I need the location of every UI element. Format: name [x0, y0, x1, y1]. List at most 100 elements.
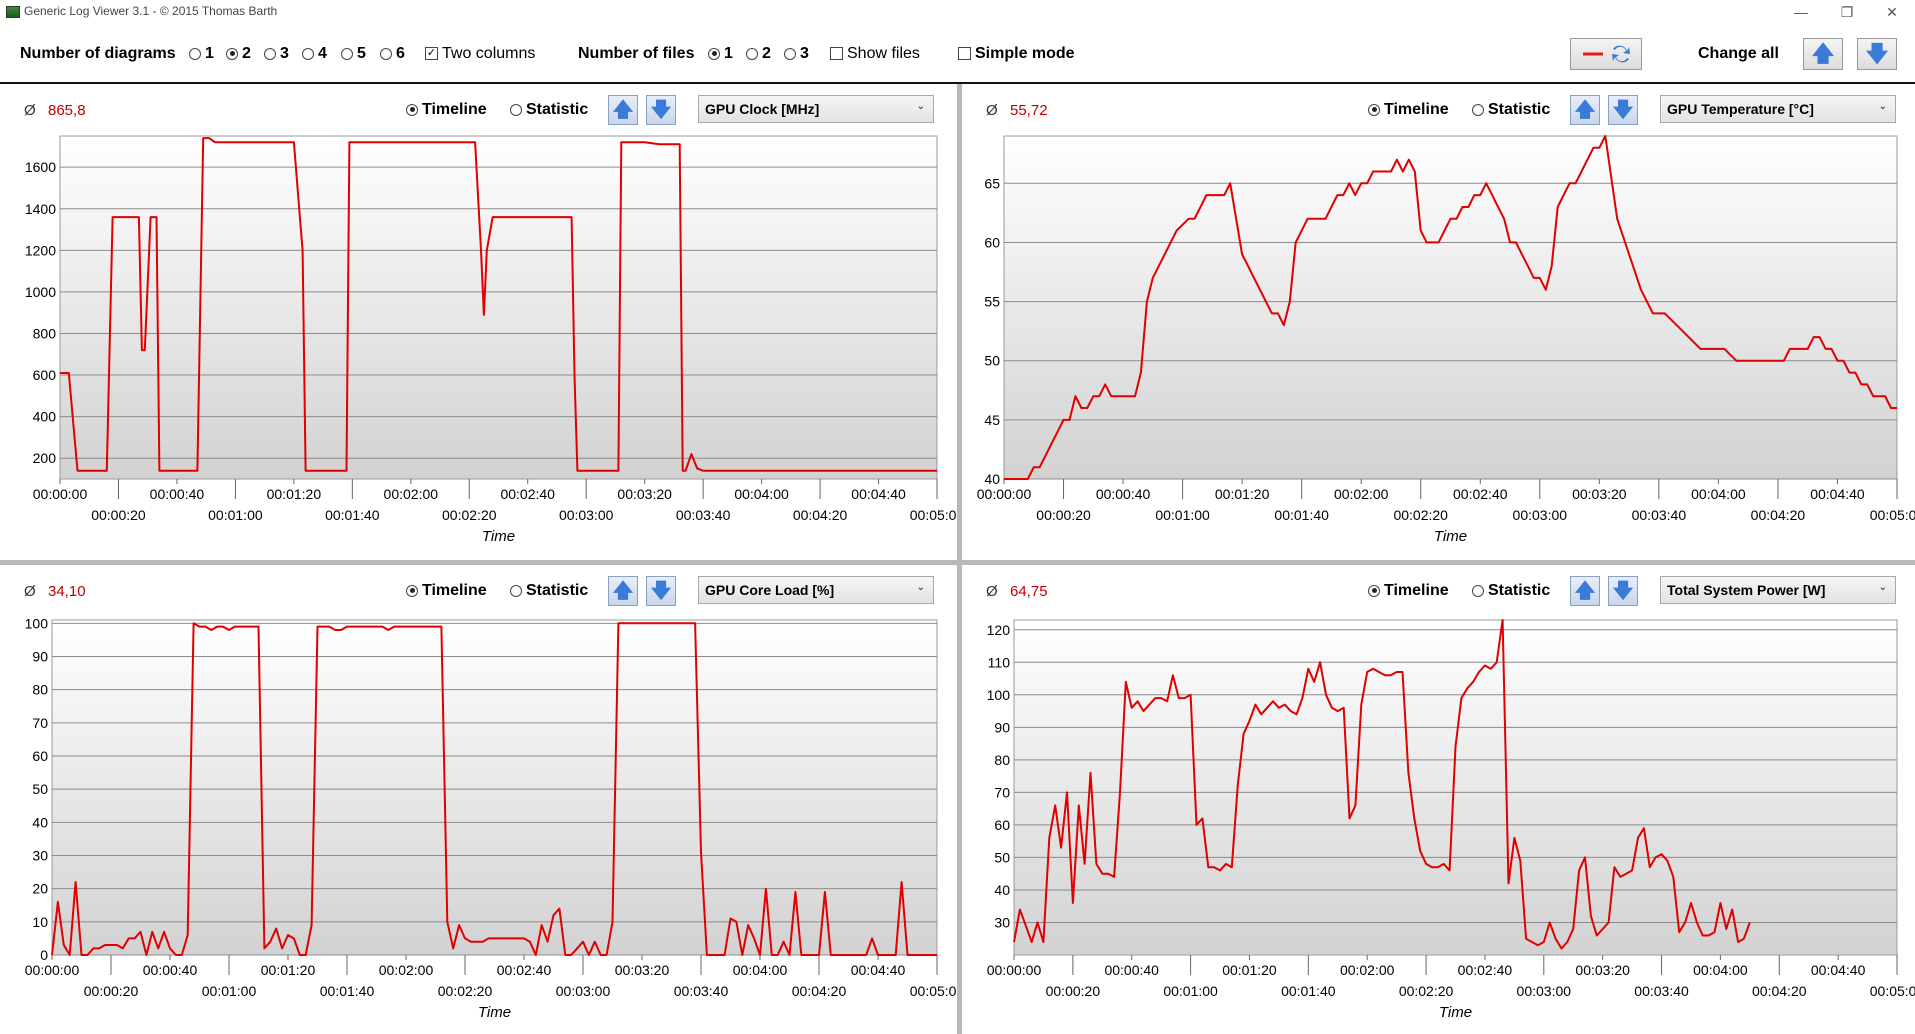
- x-tick-label: 00:02:20: [1393, 507, 1448, 523]
- change-all-up-button[interactable]: 🡅: [1803, 38, 1843, 70]
- radio-icon: [784, 47, 796, 60]
- y-tick-label: 80: [32, 682, 48, 698]
- file-option-3[interactable]: 3: [784, 45, 809, 63]
- radio-selected-icon: [226, 47, 238, 60]
- x-tick-label: 00:02:00: [1340, 962, 1395, 978]
- x-axis-label: Time: [478, 1004, 511, 1021]
- diagram-option-3[interactable]: 3: [264, 45, 289, 63]
- x-tick-label: 00:02:00: [379, 962, 434, 978]
- diagram-option-4[interactable]: 4: [302, 45, 327, 63]
- x-tick-label: 00:03:20: [617, 486, 672, 502]
- y-tick-label: 1400: [25, 201, 56, 217]
- x-tick-label: 00:01:40: [1274, 507, 1329, 523]
- x-tick-label: 00:02:40: [1453, 486, 1508, 502]
- x-tick-label: 00:00:40: [1096, 486, 1151, 502]
- close-button[interactable]: ✕: [1886, 4, 1898, 20]
- y-tick-label: 70: [994, 784, 1010, 800]
- x-tick-label: 00:04:00: [733, 962, 788, 978]
- checkbox-icon: [830, 47, 843, 61]
- channel-select[interactable]: Total System Power [W] ⌄: [1660, 576, 1896, 604]
- move-down-button[interactable]: 🡇: [646, 576, 676, 606]
- x-tick-label: 00:02:40: [500, 486, 555, 502]
- x-tick-label: 00:01:40: [320, 983, 375, 999]
- series-line: [51, 622, 937, 956]
- channel-select[interactable]: GPU Temperature [°C] ⌄: [1660, 95, 1896, 123]
- y-tick-label: 100: [987, 687, 1011, 703]
- y-tick-label: 20: [32, 881, 48, 897]
- diagram-option-5[interactable]: 5: [341, 45, 366, 63]
- radio-selected-icon: [406, 584, 418, 597]
- toolbar-separator: [0, 82, 1915, 84]
- y-tick-label: 1600: [25, 159, 56, 175]
- y-tick-label: 110: [988, 654, 1011, 670]
- x-tick-label: 00:02:00: [384, 486, 439, 502]
- chart-panel-2: Ø 55,72 Timeline Statistic 🡅 🡇 GPU Tempe…: [962, 84, 1915, 560]
- diagram-option-6[interactable]: 6: [380, 45, 405, 63]
- move-down-button[interactable]: 🡇: [1608, 95, 1638, 125]
- x-tick-label: 00:01:20: [267, 486, 322, 502]
- file-option-1[interactable]: 1: [708, 45, 733, 63]
- diagram-option-2[interactable]: 2: [226, 45, 251, 63]
- diagram-option-1[interactable]: 1: [189, 45, 214, 63]
- average-symbol: Ø: [24, 583, 36, 600]
- move-down-button[interactable]: 🡇: [1608, 576, 1638, 606]
- x-tick-label: 00:03:20: [1575, 962, 1630, 978]
- line-chart: 3040506070809010011012000:00:0000:00:200…: [987, 619, 1915, 1021]
- panel-splitter-horizontal[interactable]: [0, 560, 1915, 565]
- channel-select[interactable]: GPU Clock [MHz] ⌄: [698, 95, 934, 123]
- radio-selected-icon: [1368, 103, 1380, 116]
- radio-icon: [1472, 584, 1484, 597]
- x-tick-label: 00:04:20: [1752, 983, 1807, 999]
- y-tick-label: 800: [33, 325, 57, 341]
- x-tick-label: 00:05:00: [910, 507, 957, 523]
- x-tick-label: 00:03:00: [559, 507, 614, 523]
- x-tick-label: 00:05:00: [1870, 507, 1915, 523]
- x-tick-label: 00:03:00: [1517, 983, 1572, 999]
- change-all-down-button[interactable]: 🡇: [1857, 38, 1897, 70]
- two-columns-checkbox[interactable]: ✓ Two columns: [425, 45, 536, 62]
- x-tick-label: 00:03:40: [1634, 983, 1689, 999]
- num-files-label: Number of files: [578, 45, 695, 62]
- x-tick-label: 00:03:40: [676, 507, 731, 523]
- file-option-2[interactable]: 2: [746, 45, 771, 63]
- minimize-button[interactable]: —: [1794, 4, 1808, 20]
- x-tick-label: 00:00:20: [84, 983, 139, 999]
- x-tick-label: 00:00:40: [150, 486, 205, 502]
- y-tick-label: 1200: [25, 242, 56, 258]
- x-tick-label: 00:00:20: [1036, 507, 1091, 523]
- timeline-radio[interactable]: Timeline: [1368, 582, 1449, 600]
- panel-splitter-vertical[interactable]: [957, 84, 962, 1034]
- channel-select-value: GPU Core Load [%]: [705, 582, 835, 598]
- timeline-radio[interactable]: Timeline: [406, 582, 487, 600]
- restore-button[interactable]: ❐: [1840, 4, 1854, 20]
- timeline-radio[interactable]: Timeline: [406, 101, 487, 119]
- arrow-up-icon: 🡅: [612, 580, 634, 602]
- y-tick-label: 60: [994, 817, 1010, 833]
- line-style-button[interactable]: [1570, 38, 1642, 70]
- x-axis-label: Time: [1434, 528, 1467, 545]
- arrow-down-icon: 🡇: [1612, 99, 1634, 121]
- move-up-button[interactable]: 🡅: [608, 576, 638, 606]
- statistic-radio[interactable]: Statistic: [1472, 101, 1550, 119]
- average-symbol: Ø: [24, 102, 36, 119]
- arrow-up-icon: 🡅: [1574, 99, 1596, 121]
- statistic-radio[interactable]: Statistic: [1472, 582, 1550, 600]
- timeline-radio[interactable]: Timeline: [1368, 101, 1449, 119]
- show-files-checkbox[interactable]: Show files: [830, 45, 920, 63]
- move-up-button[interactable]: 🡅: [1570, 95, 1600, 125]
- radio-icon: [264, 47, 276, 60]
- channel-select[interactable]: GPU Core Load [%] ⌄: [698, 576, 934, 604]
- move-down-button[interactable]: 🡇: [646, 95, 676, 125]
- checkbox-icon: [958, 47, 971, 61]
- x-tick-label: 00:01:00: [1163, 983, 1218, 999]
- radio-icon: [341, 47, 353, 60]
- statistic-radio[interactable]: Statistic: [510, 582, 588, 600]
- y-tick-label: 40: [984, 471, 1000, 487]
- simple-mode-checkbox[interactable]: Simple mode: [958, 45, 1075, 63]
- y-tick-label: 90: [994, 719, 1010, 735]
- statistic-radio[interactable]: Statistic: [510, 101, 588, 119]
- move-up-button[interactable]: 🡅: [608, 95, 638, 125]
- x-tick-label: 00:04:40: [1810, 486, 1865, 502]
- x-tick-label: 00:01:20: [1222, 962, 1277, 978]
- move-up-button[interactable]: 🡅: [1570, 576, 1600, 606]
